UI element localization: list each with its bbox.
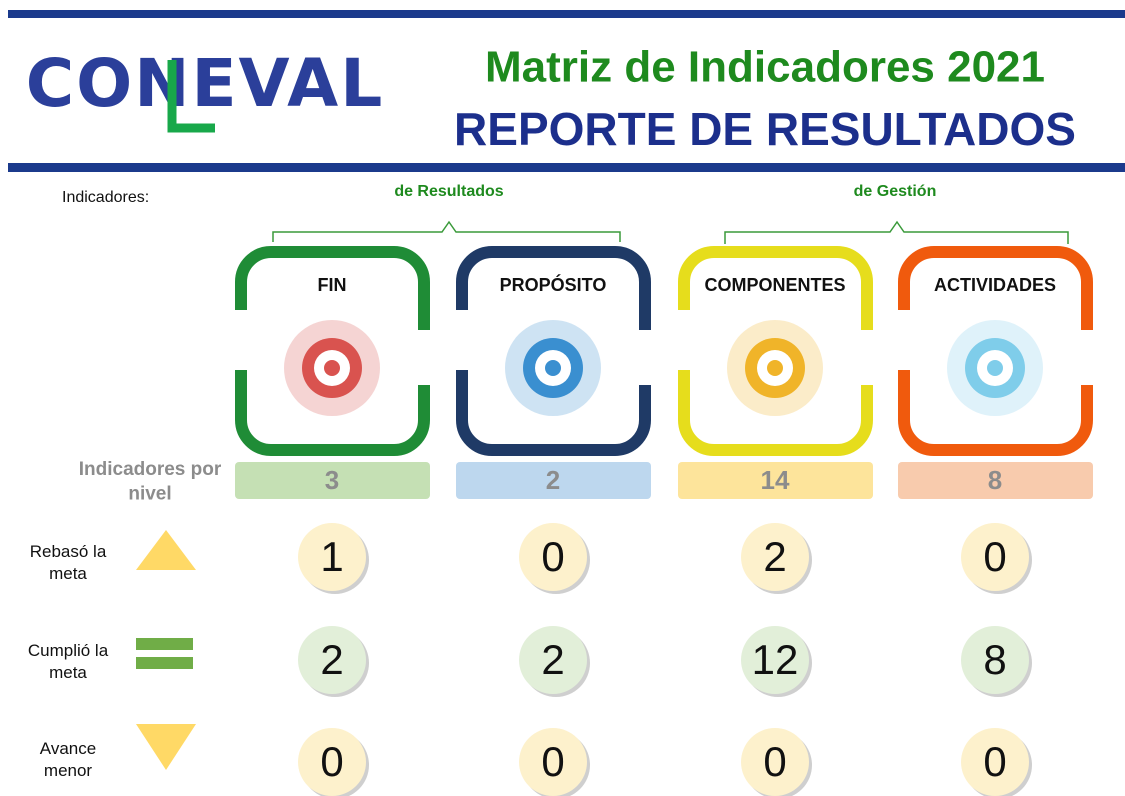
down-triangle-icon	[136, 724, 196, 770]
total-value: 2	[546, 465, 560, 495]
row-label: Avance menor	[40, 739, 96, 780]
level-icon	[284, 320, 380, 416]
columns: FIN3120PROPÓSITO2020COMPONENTES142120ACT…	[232, 252, 1095, 796]
frame-gap	[232, 310, 252, 370]
header-bar	[8, 163, 1125, 172]
icon-circle	[324, 360, 340, 376]
indicators-label: Indicadores:	[62, 189, 149, 206]
result-value: 2	[320, 636, 343, 683]
result-value: 0	[541, 533, 564, 580]
level-icon	[505, 320, 601, 416]
level-name: COMPONENTES	[704, 275, 845, 295]
row-label-line: menor	[44, 762, 93, 781]
result-value: 0	[983, 533, 1006, 580]
level-name: ACTIVIDADES	[934, 275, 1056, 295]
frame-gap	[855, 330, 875, 385]
frame-gap	[675, 310, 695, 370]
page: CONEVAL Matriz de Indicadores 2021 REPOR…	[0, 0, 1125, 796]
equals-icon	[136, 638, 193, 650]
icon-circle	[987, 360, 1003, 376]
result-value: 2	[541, 636, 564, 683]
equals-icon	[136, 657, 193, 669]
row-label-line: Indicadores por	[79, 459, 222, 480]
result-value: 0	[983, 738, 1006, 785]
level-name: FIN	[318, 275, 347, 295]
row-label: Rebasó la meta	[30, 542, 107, 583]
icon-circle	[545, 360, 561, 376]
frame-gap	[412, 330, 432, 385]
group-label: de Gestión	[854, 183, 937, 200]
result-value: 0	[320, 738, 343, 785]
level-name: PROPÓSITO	[500, 274, 607, 295]
result-value: 12	[752, 636, 799, 683]
total-value: 8	[988, 465, 1002, 495]
frame-gap	[1075, 330, 1095, 385]
row-label: Cumplió la meta	[28, 641, 109, 682]
row-label-line: meta	[49, 565, 87, 584]
result-value: 8	[983, 636, 1006, 683]
row-label: Indicadores por nivel	[79, 459, 222, 505]
frame-gap	[633, 330, 653, 385]
row-label-line: Cumplió la	[28, 641, 109, 660]
row-label-line: Avance	[40, 739, 96, 758]
result-value: 0	[541, 738, 564, 785]
level-icon	[727, 320, 823, 416]
title: Matriz de Indicadores 2021	[485, 43, 1045, 92]
group-bracket	[273, 222, 620, 242]
frame-gap	[895, 310, 915, 370]
level-icon	[947, 320, 1043, 416]
subtitle: REPORTE DE RESULTADOS	[454, 103, 1076, 155]
group-label: de Resultados	[394, 183, 503, 200]
row-label-line: Rebasó la	[30, 542, 107, 561]
total-value: 14	[761, 465, 790, 495]
icon-circle	[767, 360, 783, 376]
total-value: 3	[325, 465, 339, 495]
logo: CONEVAL	[26, 45, 385, 122]
infographic: CONEVAL Matriz de Indicadores 2021 REPOR…	[0, 0, 1125, 796]
result-value: 1	[320, 533, 343, 580]
up-triangle-icon	[136, 530, 196, 570]
top-bar	[8, 10, 1125, 18]
group-bracket	[725, 222, 1068, 244]
result-value: 2	[763, 533, 786, 580]
frame-gap	[453, 310, 473, 370]
row-label-line: meta	[49, 664, 87, 683]
row-label-line: nivel	[128, 484, 171, 505]
result-value: 0	[763, 738, 786, 785]
